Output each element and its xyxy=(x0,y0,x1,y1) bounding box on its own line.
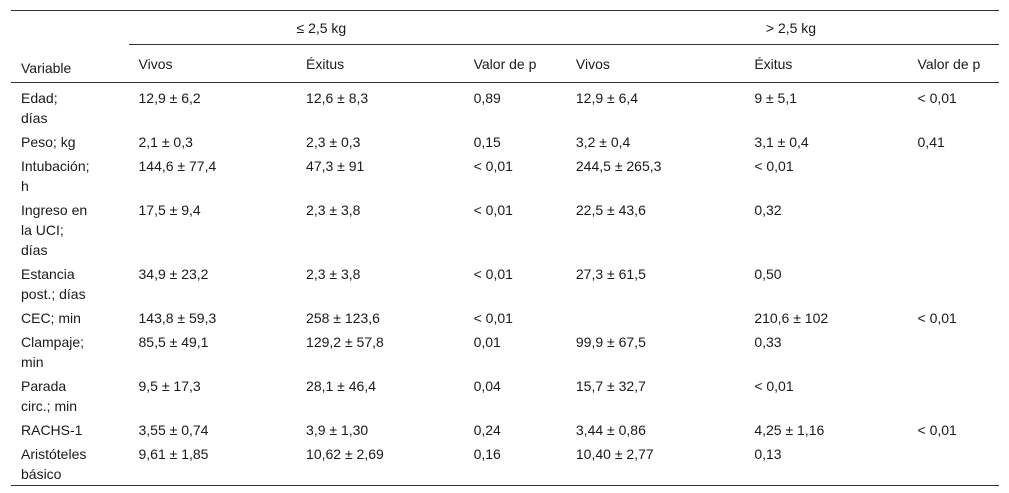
group-header-spacer xyxy=(11,11,129,45)
cell-vivos-high: 15,7 ± 32,7 xyxy=(575,377,646,394)
cell-vivos-high: 27,3 ± 61,5 xyxy=(575,265,646,282)
cell-pvalue-high xyxy=(908,197,999,261)
group-header-low-weight: ≤ 2,5 kg xyxy=(128,10,566,45)
column-header-vivos-low: Vivos xyxy=(138,56,173,73)
cell-vivos-high: 22,5 ± 43,6 xyxy=(575,201,646,218)
cell-exitus-high: 0,32 xyxy=(754,201,782,218)
cell-vivos-low: 2,1 ± 0,3 xyxy=(138,133,193,150)
cell-vivos-low: 9,61 ± 1,85 xyxy=(138,445,209,462)
cell-pvalue-low: < 0,01 xyxy=(473,201,513,218)
cell-pvalue-high xyxy=(908,329,999,373)
cell-pvalue-high: < 0,01 xyxy=(917,89,957,106)
cell-exitus-high: 3,1 ± 0,4 xyxy=(754,133,809,150)
cell-exitus-low: 12,6 ± 8,3 xyxy=(306,89,369,106)
cell-exitus-low: 129,2 ± 57,8 xyxy=(306,333,384,350)
cell-exitus-high: < 0,01 xyxy=(754,377,794,394)
cell-exitus-high: 0,33 xyxy=(754,333,782,350)
cell-pvalue-low: 0,04 xyxy=(473,377,501,394)
cell-vivos-high: 3,44 ± 0,86 xyxy=(575,421,646,438)
cell-variable: RACHS-1 xyxy=(21,421,83,438)
cell-pvalue-high xyxy=(908,373,999,417)
column-header-exitus-low: Éxitus xyxy=(306,56,345,73)
cell-vivos-low: 34,9 ± 23,2 xyxy=(138,265,209,282)
cell-exitus-low: 28,1 ± 46,4 xyxy=(306,377,377,394)
cell-vivos-high: 10,40 ± 2,77 xyxy=(575,445,654,462)
cell-vivos-low: 12,9 ± 6,2 xyxy=(138,89,201,106)
cell-vivos-low: 85,5 ± 49,1 xyxy=(138,333,209,350)
table-body: Edad; días 12,9 ± 6,2 12,6 ± 8,3 0,89 12,9 ±… xyxy=(11,82,999,485)
cell-exitus-low: 10,62 ± 2,69 xyxy=(306,445,384,462)
cell-variable: Parada circ.; min xyxy=(21,377,77,414)
table-row: Aristóteles básico 9,61 ± 1,85 10,62 ± 2,6… xyxy=(11,441,999,486)
group-header-row: ≤ 2,5 kg > 2,5 kg xyxy=(11,10,999,45)
cell-pvalue-high: 0,41 xyxy=(917,133,945,150)
cell-vivos-low: 9,5 ± 17,3 xyxy=(138,377,201,394)
cell-pvalue-high: < 0,01 xyxy=(917,421,957,438)
cell-exitus-high: 9 ± 5,1 xyxy=(754,89,798,106)
cell-vivos-low: 144,6 ± 77,4 xyxy=(138,157,217,174)
table-row: Peso; kg 2,1 ± 0,3 2,3 ± 0,3 0,15 3,2 ± 0,4 3… xyxy=(11,129,999,153)
table-row: Edad; días 12,9 ± 6,2 12,6 ± 8,3 0,89 12,9 ±… xyxy=(11,82,999,129)
cell-vivos-high: 3,2 ± 0,4 xyxy=(575,133,631,150)
group-header-high-weight: > 2,5 kg xyxy=(565,10,999,45)
table-row: Clampaje; min 85,5 ± 49,1 129,2 ± 57,8 0,01… xyxy=(11,329,999,373)
cell-exitus-high: 210,6 ± 102 xyxy=(754,309,829,326)
table-row: Intubación; h 144,6 ± 77,4 47,3 ± 91 < 0,01… xyxy=(11,153,999,197)
column-header-row: Variable Vivos Éxitus Valor de p Vivos É… xyxy=(11,45,999,83)
cell-exitus-low: 2,3 ± 0,3 xyxy=(306,133,361,150)
cell-pvalue-high xyxy=(908,441,999,486)
cell-vivos-high: 244,5 ± 265,3 xyxy=(575,157,662,174)
cell-exitus-low: 2,3 ± 3,8 xyxy=(306,201,361,218)
cell-pvalue-low: 0,15 xyxy=(473,133,501,150)
cell-pvalue-low: 0,01 xyxy=(473,333,501,350)
cell-variable: Estancia post.; días xyxy=(21,265,86,302)
cell-exitus-low: 3,9 ± 1,30 xyxy=(306,421,369,438)
cell-variable: Peso; kg xyxy=(21,133,76,150)
table-row: Estancia post.; días 34,9 ± 23,2 2,3 ± 3,8… xyxy=(11,261,999,305)
cell-pvalue-high xyxy=(908,153,999,197)
table-row: Parada circ.; min 9,5 ± 17,3 28,1 ± 46,4 0,… xyxy=(11,373,999,417)
cell-pvalue-low: < 0,01 xyxy=(473,157,513,174)
table-row: Ingreso en la UCI; días 17,5 ± 9,4 2,3 ± 3… xyxy=(11,197,999,261)
cell-variable: Intubación; h xyxy=(21,157,90,194)
data-table-container: ≤ 2,5 kg > 2,5 kg Variable Vivos Éxitus … xyxy=(11,10,999,486)
column-header-exitus-high: Éxitus xyxy=(754,56,793,73)
cell-variable: Clampaje; min xyxy=(21,333,85,370)
table-row: CEC; min 143,8 ± 59,3 258 ± 123,6 < 0,01 210… xyxy=(11,305,999,329)
cell-vivos-high: 12,9 ± 6,4 xyxy=(575,89,639,106)
cell-variable: CEC; min xyxy=(21,309,81,326)
table-row: RACHS-1 3,55 ± 0,74 3,9 ± 1,30 0,24 3,44 ± 0… xyxy=(11,417,999,441)
cell-variable: Ingreso en la UCI; días xyxy=(21,201,88,258)
cell-exitus-low: 258 ± 123,6 xyxy=(306,309,380,326)
cell-vivos-low: 3,55 ± 0,74 xyxy=(138,421,209,438)
cell-pvalue-low: 0,89 xyxy=(473,89,501,106)
table-header: ≤ 2,5 kg > 2,5 kg Variable Vivos Éxitus … xyxy=(11,10,999,83)
cell-vivos-low: 17,5 ± 9,4 xyxy=(138,201,201,218)
cell-pvalue-low: < 0,01 xyxy=(473,265,513,282)
cell-exitus-high: < 0,01 xyxy=(754,157,794,174)
cell-pvalue-low: 0,16 xyxy=(473,445,501,462)
cell-exitus-high: 4,25 ± 1,16 xyxy=(754,421,825,438)
cell-exitus-high: 0,50 xyxy=(754,265,782,282)
cell-exitus-low: 47,3 ± 91 xyxy=(306,157,365,174)
cell-vivos-high xyxy=(566,305,744,329)
cell-pvalue-low: 0,24 xyxy=(473,421,501,438)
column-header-variable: Variable xyxy=(21,59,72,76)
cell-vivos-low: 143,8 ± 59,3 xyxy=(138,309,217,326)
cell-pvalue-high xyxy=(908,261,999,305)
cell-variable: Edad; días xyxy=(21,89,58,126)
column-header-vivos-high: Vivos xyxy=(575,56,610,73)
results-table: ≤ 2,5 kg > 2,5 kg Variable Vivos Éxitus … xyxy=(11,10,999,486)
column-header-pvalue-low: Valor de p xyxy=(473,56,537,73)
cell-exitus-high: 0,13 xyxy=(754,445,782,462)
cell-pvalue-low: < 0,01 xyxy=(473,309,513,326)
cell-pvalue-high: < 0,01 xyxy=(917,309,957,326)
cell-vivos-high: 99,9 ± 67,5 xyxy=(575,333,646,350)
column-header-pvalue-high: Valor de p xyxy=(917,56,981,73)
cell-variable: Aristóteles básico xyxy=(21,445,87,482)
cell-exitus-low: 2,3 ± 3,8 xyxy=(306,265,361,282)
